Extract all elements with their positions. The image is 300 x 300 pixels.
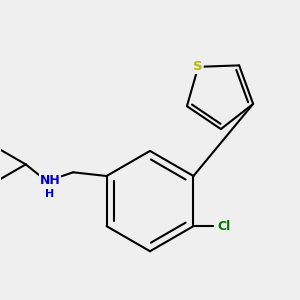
Text: Cl: Cl	[217, 220, 230, 233]
Text: H: H	[45, 189, 55, 199]
Text: S: S	[194, 60, 203, 73]
Text: NH: NH	[40, 174, 60, 187]
